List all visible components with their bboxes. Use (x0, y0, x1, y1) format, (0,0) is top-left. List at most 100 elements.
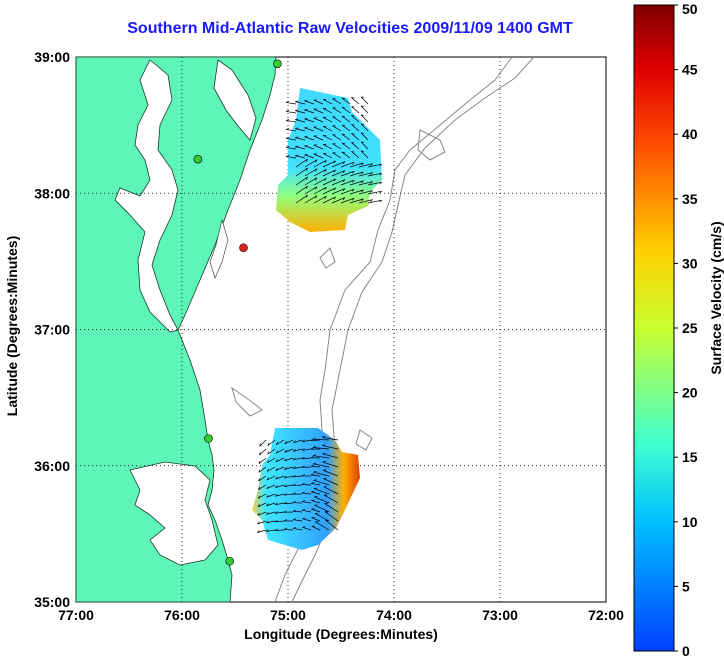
velocity-arrowhead (351, 197, 355, 201)
velocity-arrow (284, 493, 294, 496)
x-tick-label: 75:00 (270, 607, 306, 623)
velocity-arrow (325, 519, 339, 531)
velocity-arrowhead (351, 97, 355, 99)
y-axis-label: Latitude (Degrees:Minutes) (4, 235, 20, 417)
velocity-arrow (349, 198, 364, 204)
velocity-arrowhead (315, 177, 318, 181)
velocity-arrow (310, 439, 321, 442)
station-delaware-bay[interactable] (193, 154, 203, 164)
velocity-arrow (360, 114, 369, 123)
velocity-arrow (293, 527, 303, 531)
velocity-arrowhead (379, 172, 382, 176)
velocity-arrow (293, 519, 303, 522)
velocity-arrowhead (312, 437, 316, 440)
velocity-arrow (304, 145, 315, 150)
velocity-arrow (304, 177, 318, 186)
velocity-arrow (286, 129, 297, 132)
velocity-arrow (332, 116, 342, 123)
velocity-arrow (295, 194, 308, 204)
velocity-arrowhead (275, 493, 278, 497)
velocity-arrow (351, 151, 360, 159)
velocity-arrowhead (286, 128, 290, 130)
station-outer-banks-n[interactable] (204, 434, 213, 443)
velocity-arrow (286, 111, 297, 114)
station-north[interactable] (273, 59, 282, 69)
velocity-arrowhead (333, 178, 336, 182)
velocity-arrow (331, 197, 346, 204)
velocity-arrow (258, 457, 267, 465)
y-tick-label: 35:00 (34, 594, 70, 610)
velocity-arrowhead (301, 448, 305, 451)
velocity-arrow (323, 486, 339, 495)
velocity-arrow (358, 190, 373, 195)
velocity-arrow (341, 115, 351, 123)
velocity-arrow (322, 187, 336, 195)
velocity-arrow (284, 475, 294, 479)
velocity-arrow (367, 172, 382, 177)
velocity-arrow (295, 101, 306, 105)
velocity-arrow (266, 520, 276, 524)
velocity-arrowhead (301, 465, 305, 468)
velocity-arrowhead (258, 478, 261, 482)
velocity-arrow (322, 153, 333, 159)
velocity-arrow (314, 513, 330, 522)
velocity-arrowhead (313, 471, 317, 473)
velocity-arrow (311, 508, 321, 513)
velocity-arrow (351, 106, 360, 114)
y-tick-label: 38:00 (34, 185, 70, 201)
velocity-arrowhead (333, 187, 336, 191)
velocity-arrow (286, 138, 297, 141)
velocity-arrowhead (286, 146, 290, 148)
velocity-arrow (341, 106, 351, 114)
y-tick-label: 39:00 (34, 49, 70, 65)
velocity-arrow (275, 466, 285, 471)
velocity-arrow (283, 529, 294, 531)
velocity-arrowhead (361, 162, 364, 166)
velocity-arrow (267, 466, 276, 472)
colorbar-label: Surface Velocity (cm/s) (708, 221, 724, 375)
station-eastern-shore[interactable] (239, 243, 248, 253)
velocity-arrow (284, 502, 294, 505)
station-outer-banks-s[interactable] (225, 556, 234, 566)
velocity-arrowhead (283, 510, 287, 513)
velocity-arrow (275, 484, 285, 489)
velocity-arrow (266, 484, 276, 490)
velocity-arrowhead (315, 159, 318, 163)
radar-stations (193, 59, 282, 566)
x-tick-label: 76:00 (164, 607, 200, 623)
velocity-arrow (322, 461, 339, 468)
velocity-arrowhead (361, 198, 364, 202)
velocity-arrowhead (301, 500, 306, 502)
velocity-arrowhead (342, 179, 346, 183)
velocity-arrow (313, 126, 324, 132)
velocity-arrowhead (310, 456, 314, 459)
velocity-arrowhead (293, 449, 296, 452)
velocity-arrow (311, 491, 321, 495)
velocity-arrowhead (257, 495, 261, 499)
velocity-arrow (322, 135, 333, 141)
velocity-arrowhead (313, 462, 317, 465)
velocity-arrowhead (310, 464, 314, 467)
velocity-arrow (266, 475, 276, 481)
velocity-arrowhead (257, 504, 260, 508)
velocity-arrowhead (283, 493, 287, 496)
velocity-arrow (284, 484, 294, 487)
velocity-arrowhead (267, 451, 270, 455)
velocity-arrow (258, 484, 267, 490)
velocity-arrow (257, 493, 267, 499)
velocity-arrow (332, 125, 342, 132)
velocity-arrowhead (266, 486, 269, 489)
velocity-arrow (267, 439, 276, 446)
velocity-arrow (358, 172, 373, 177)
velocity-arrowhead (257, 521, 260, 525)
velocity-arrowhead (360, 96, 364, 99)
y-axis-ticks: 35:00 36:00 37:00 38:00 39:00 (34, 49, 70, 610)
velocity-arrow (258, 466, 267, 473)
velocity-arrow (284, 466, 294, 470)
map-title: Southern Mid-Atlantic Raw Velocities 200… (127, 20, 573, 37)
velocity-arrowhead (265, 520, 269, 524)
velocity-arrowhead (266, 512, 269, 515)
velocity-arrowhead (275, 476, 278, 480)
velocity-arrowhead (259, 452, 261, 456)
